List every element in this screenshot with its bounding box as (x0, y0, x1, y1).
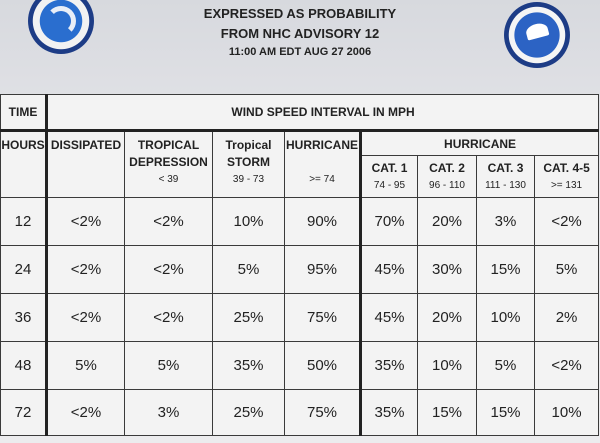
cell-cat45: 2% (533, 293, 600, 342)
col-cat3: CAT. 3 111 - 130 (476, 155, 535, 198)
header-title-line-3: 11:00 AM EDT AUG 27 2006 (228, 46, 372, 58)
cell-dissipated: 5% (46, 341, 125, 390)
swirl-emblem-icon (46, 6, 76, 36)
table-header-row-2: HOURS DISSIPATED TROPICAL DEPRESSION < 3… (0, 130, 600, 198)
cell-cat1: 70% (360, 197, 418, 246)
cell-cat1: 45% (360, 293, 418, 342)
noaa-logo (504, 2, 570, 68)
cell-tropical-storm: 25% (212, 389, 285, 436)
cell-cat3: 15% (476, 389, 535, 436)
cell-tropical-depression: <2% (124, 245, 213, 294)
col-dissipated-name: DISSIPATED (50, 138, 122, 152)
cell-cat45: <2% (533, 197, 600, 246)
col-cat3-range: 111 - 130 (485, 179, 526, 191)
col-ts-name2: STORM (226, 155, 271, 169)
noaa-bird-icon (524, 21, 550, 41)
col-cat1: CAT. 1 74 - 95 (360, 155, 418, 198)
cell-dissipated: <2% (46, 293, 125, 342)
col-hurricane-range: >= 74 (309, 174, 335, 185)
row-hours: 72 (0, 389, 48, 436)
row-hours: 24 (0, 245, 48, 294)
col-tropical-storm: Tropical STORM 39 - 73 (212, 130, 285, 198)
cell-tropical-depression: <2% (124, 293, 213, 342)
hurricane-group-label: HURRICANE (359, 130, 600, 156)
col-cat2: CAT. 2 96 - 110 (417, 155, 477, 198)
cell-tropical-depression: 5% (124, 341, 213, 390)
cell-cat3: 15% (476, 245, 535, 294)
cell-cat45: <2% (533, 341, 600, 390)
col-cat45-range: >= 131 (550, 179, 583, 191)
cell-tropical-storm: 5% (212, 245, 285, 294)
table-header-row-3: CAT. 1 74 - 95 CAT. 2 96 - 110 CAT. 3 11… (1, 155, 600, 198)
cell-cat2: 20% (417, 293, 477, 342)
cell-cat45: 10% (533, 389, 600, 436)
cell-dissipated: <2% (46, 197, 125, 246)
col-hurricane: HURRICANE >= 74 (284, 130, 362, 198)
time-label: TIME (0, 94, 48, 132)
col-cat3-name: CAT. 3 (487, 160, 524, 175)
col-cat2-range: 96 - 110 (429, 179, 465, 191)
cell-tropical-storm: 25% (212, 293, 285, 342)
cell-tropical-storm: 35% (212, 341, 285, 390)
nws-logo (28, 0, 94, 54)
cell-cat2: 10% (417, 341, 477, 390)
col-ts-range: 39 - 73 (232, 174, 265, 185)
row-hours: 36 (0, 293, 48, 342)
probability-table: TIME WIND SPEED INTERVAL IN MPH HOURS DI… (0, 94, 600, 436)
cell-cat2: 15% (417, 389, 477, 436)
hours-label: HOURS (0, 130, 48, 198)
cell-cat3: 3% (476, 197, 535, 246)
header-title-line-2: FROM NHC ADVISORY 12 (220, 26, 380, 41)
table-row: 12 <2% <2% 10% 90% 70% 20% 3% <2% (0, 197, 600, 246)
document-header: EXPRESSED AS PROBABILITY FROM NHC ADVISO… (0, 0, 600, 92)
table-row: 48 5% 5% 35% 50% 35% 10% 5% <2% (0, 341, 600, 390)
cell-cat2: 30% (417, 245, 477, 294)
col-td-name2: DEPRESSION (129, 155, 208, 169)
cell-cat1: 35% (360, 389, 418, 436)
cell-cat3: 10% (476, 293, 535, 342)
cell-dissipated: <2% (46, 245, 125, 294)
col-cat45: CAT. 4-5 >= 131 (533, 155, 600, 198)
cell-cat45: 5% (533, 245, 600, 294)
cell-hurricane: 75% (284, 293, 362, 342)
table-row: 24 <2% <2% 5% 95% 45% 30% 15% 5% (0, 245, 600, 294)
col-cat45-name: CAT. 4-5 (543, 160, 590, 175)
cell-hurricane: 95% (284, 245, 362, 294)
col-td-name: TROPICAL (137, 138, 200, 152)
col-dissipated: DISSIPATED (46, 130, 125, 198)
col-ts-name: Tropical (225, 138, 272, 152)
table-row: 36 <2% <2% 25% 75% 45% 20% 10% 2% (0, 293, 600, 342)
cell-cat2: 20% (417, 197, 477, 246)
row-hours: 48 (0, 341, 48, 390)
table-header-row-1: TIME WIND SPEED INTERVAL IN MPH (0, 94, 600, 132)
cell-hurricane: 75% (284, 389, 362, 436)
cell-cat1: 45% (360, 245, 418, 294)
cell-dissipated: <2% (46, 389, 125, 436)
cell-tropical-depression: 3% (124, 389, 213, 436)
interval-label: WIND SPEED INTERVAL IN MPH (45, 94, 600, 132)
col-td-range: < 39 (158, 174, 179, 185)
col-tropical-depression: TROPICAL DEPRESSION < 39 (124, 130, 213, 198)
cell-tropical-storm: 10% (212, 197, 285, 246)
cell-hurricane: 50% (284, 341, 362, 390)
col-hurricane-name: HURRICANE (286, 138, 358, 152)
header-title-line-1: EXPRESSED AS PROBABILITY (203, 6, 397, 21)
col-cat1-range: 74 - 95 (373, 179, 406, 191)
cell-cat1: 35% (360, 341, 418, 390)
row-hours: 12 (0, 197, 48, 246)
cell-hurricane: 90% (284, 197, 362, 246)
cell-cat3: 5% (476, 341, 535, 390)
cell-tropical-depression: <2% (124, 197, 213, 246)
col-cat1-name: CAT. 1 (371, 160, 408, 175)
col-cat2-name: CAT. 2 (429, 160, 465, 175)
table-row: 72 <2% 3% 25% 75% 35% 15% 15% 10% (0, 389, 600, 436)
